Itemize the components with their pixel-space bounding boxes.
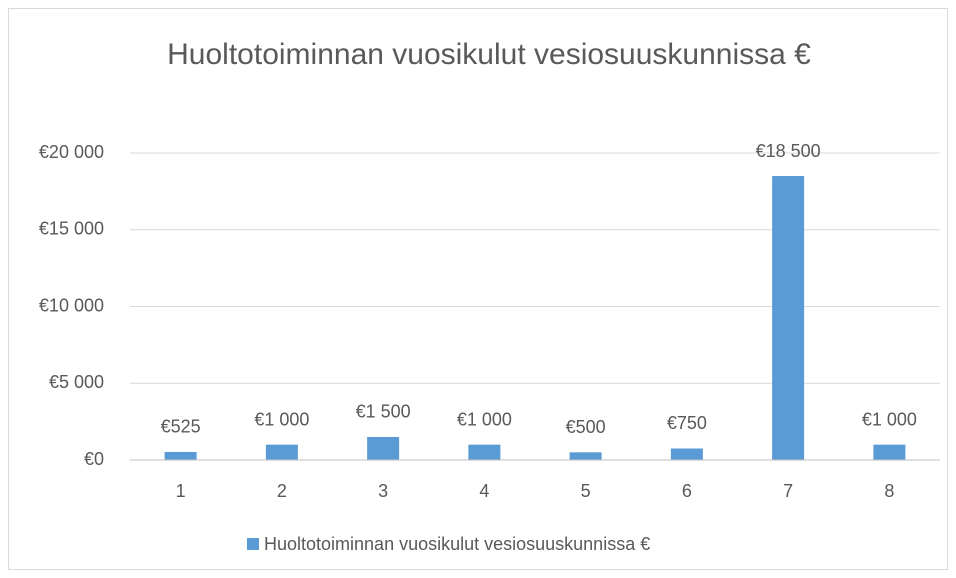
- x-tick-label: 4: [479, 481, 489, 501]
- bar: [367, 436, 400, 460]
- data-label: €1 000: [457, 409, 512, 429]
- y-tick-label: €0: [84, 449, 104, 469]
- data-label: €1 500: [356, 402, 411, 422]
- x-tick-label: 1: [176, 481, 186, 501]
- chart-title: Huoltotoiminnan vuosikulut vesiosuuskunn…: [167, 38, 811, 71]
- data-label: €1 000: [254, 409, 309, 429]
- legend-label: Huoltotoiminnan vuosikulut vesiosuuskunn…: [264, 534, 650, 554]
- x-tick-label: 5: [581, 481, 591, 501]
- x-tick-label: 8: [884, 481, 894, 501]
- x-tick-label: 3: [378, 481, 388, 501]
- data-label: €1 000: [862, 409, 917, 429]
- x-tick-label: 7: [783, 481, 793, 501]
- bar: [873, 444, 906, 460]
- y-tick-label: €15 000: [39, 219, 104, 239]
- bar: [670, 448, 703, 460]
- data-label: €750: [667, 413, 707, 433]
- y-tick-label: €10 000: [39, 295, 104, 315]
- data-label: €525: [161, 417, 201, 437]
- legend-swatch: [247, 538, 259, 550]
- data-label: €18 500: [756, 141, 821, 161]
- bar: [164, 451, 197, 460]
- bar: [569, 452, 602, 460]
- y-tick-label: €5 000: [49, 372, 104, 392]
- bar: [772, 176, 805, 460]
- bar: [265, 444, 298, 460]
- bar: [468, 444, 501, 460]
- chart-border: [8, 8, 948, 570]
- data-label: €500: [566, 417, 606, 437]
- x-tick-label: 6: [682, 481, 692, 501]
- x-tick-label: 2: [277, 481, 287, 501]
- y-tick-label: €20 000: [39, 142, 104, 162]
